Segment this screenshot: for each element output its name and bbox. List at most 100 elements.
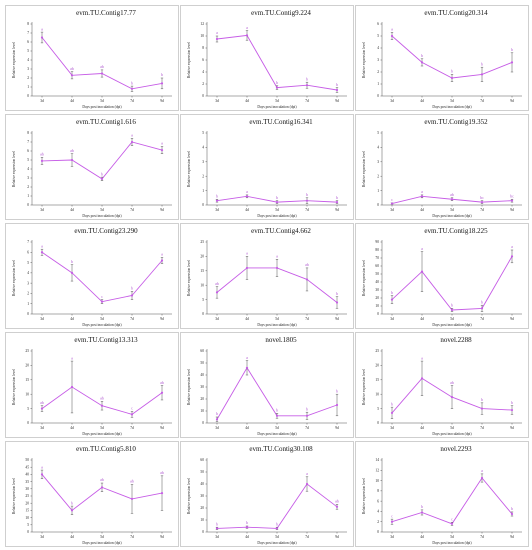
y-tick-label: 1: [377, 82, 379, 86]
significance-label: b: [421, 53, 423, 58]
x-tick-label: 4d: [245, 535, 249, 539]
y-tick-label: 30: [25, 487, 29, 491]
y-tick-label: 1: [377, 189, 379, 193]
x-tick-label: 9d: [510, 317, 514, 321]
significance-label: b: [451, 69, 453, 74]
x-tick-label: 3d: [215, 317, 219, 321]
significance-label: a: [306, 471, 308, 476]
y-tick-label: 1: [27, 302, 29, 306]
data-point: [100, 177, 104, 180]
data-point: [480, 201, 484, 204]
chart-title: evm.TU.Contig1.616: [76, 118, 136, 126]
y-tick-label: 20: [200, 255, 204, 259]
data-point: [245, 526, 249, 529]
significance-label: b: [276, 195, 278, 200]
x-tick-label: 9d: [510, 535, 514, 539]
x-tick-label: 7d: [130, 426, 134, 430]
chart-panel: evm.TU.Contig30.108 0 10 20 30 40 50 60 3d 4d 5d 7d…: [180, 441, 354, 547]
y-tick-label: 8: [27, 131, 29, 135]
y-tick-label: 6: [202, 58, 204, 62]
chart-svg: evm.TU.Contig17.77 0 1 2 3 4 5 6 7 8 3d 4d 5d 7d 9d Day…: [12, 9, 172, 109]
data-point: [130, 413, 134, 416]
data-point: [245, 34, 249, 37]
x-tick-label: 3d: [390, 317, 394, 321]
data-point: [420, 270, 424, 273]
data-point: [510, 408, 514, 412]
data-point: [70, 385, 74, 389]
y-tick-label: 15: [200, 269, 204, 273]
significance-label: c: [101, 294, 103, 299]
data-point: [215, 527, 219, 530]
data-point: [100, 404, 104, 407]
data-point: [420, 377, 424, 380]
x-tick-label: 7d: [480, 208, 484, 212]
x-axis-label: Days post inoculation (dpi): [432, 432, 472, 436]
data-point: [420, 511, 424, 514]
x-axis-label: Days post inoculation (dpi): [257, 541, 297, 545]
data-point: [480, 307, 484, 310]
y-tick-label: 5: [27, 523, 29, 527]
y-tick-label: 2: [27, 292, 29, 296]
significance-label: ab: [40, 152, 44, 157]
significance-label: a: [276, 253, 278, 258]
data-point: [390, 34, 394, 38]
significance-label: b: [306, 192, 308, 197]
x-tick-label: 7d: [130, 208, 134, 212]
significance-label: c: [131, 406, 133, 411]
chart-title: novel.2288: [440, 336, 472, 344]
data-point: [510, 199, 514, 202]
y-tick-label: 0: [202, 203, 204, 207]
x-tick-label: 3d: [40, 426, 44, 430]
y-tick-label: 5: [202, 131, 204, 135]
y-axis-label: Relative expression level: [362, 42, 366, 78]
chart-panel: evm.TU.Contig13.313 0 5 10 15 20 25 3d 4d 5d 7d 9d D…: [5, 332, 179, 438]
data-point: [335, 201, 339, 204]
x-tick-label: 7d: [480, 99, 484, 103]
data-point: [160, 492, 164, 495]
x-tick-label: 3d: [40, 317, 44, 321]
significance-label: b: [391, 401, 393, 406]
data-point: [480, 476, 484, 480]
significance-label: b: [101, 171, 103, 176]
data-point: [275, 414, 279, 417]
y-tick-label: 2: [27, 76, 29, 80]
y-tick-label: 6: [377, 22, 379, 26]
data-point: [420, 195, 424, 198]
x-tick-label: 5d: [100, 208, 104, 212]
data-point: [335, 403, 339, 407]
x-axis-label: Days post inoculation (dpi): [432, 105, 472, 109]
y-tick-label: 5: [27, 261, 29, 265]
x-tick-label: 9d: [160, 426, 164, 430]
significance-label: ab: [100, 396, 104, 401]
x-tick-label: 9d: [335, 99, 339, 103]
y-axis-label: Relative expression level: [12, 42, 16, 78]
x-tick-label: 9d: [335, 426, 339, 430]
y-tick-label: 0: [27, 94, 29, 98]
data-point: [245, 195, 249, 198]
y-tick-label: 12: [200, 22, 204, 26]
data-point: [130, 87, 134, 90]
significance-label: b: [481, 299, 483, 304]
x-tick-label: 5d: [450, 426, 454, 430]
data-point: [275, 86, 279, 89]
data-point: [305, 199, 309, 202]
y-tick-label: 25: [200, 240, 204, 244]
x-tick-label: 7d: [305, 535, 309, 539]
x-tick-label: 5d: [450, 535, 454, 539]
x-tick-label: 5d: [275, 208, 279, 212]
significance-label: b: [216, 521, 218, 526]
chart-panel: evm.TU.Contig1.616 0 1 2 3 4 5 6 7 8 3d 4d 5d 7d 9d Day…: [5, 114, 179, 220]
y-axis-label: Relative expression level: [362, 260, 366, 296]
y-tick-label: 8: [202, 46, 204, 50]
y-tick-label: 50: [200, 470, 204, 474]
x-tick-label: 4d: [420, 426, 424, 430]
y-tick-label: 25: [25, 494, 29, 498]
y-tick-label: 6: [377, 499, 379, 503]
chart-svg: evm.TU.Contig18.225 0 10 20 30 40 50 60 70 80 90 3d…: [362, 227, 522, 327]
y-axis-label: Relative expression level: [362, 369, 366, 405]
x-tick-label: 4d: [420, 317, 424, 321]
significance-label: ab: [40, 400, 44, 405]
x-axis-label: Days post inoculation (dpi): [82, 541, 122, 545]
significance-label: b: [481, 397, 483, 402]
data-point: [510, 512, 514, 516]
